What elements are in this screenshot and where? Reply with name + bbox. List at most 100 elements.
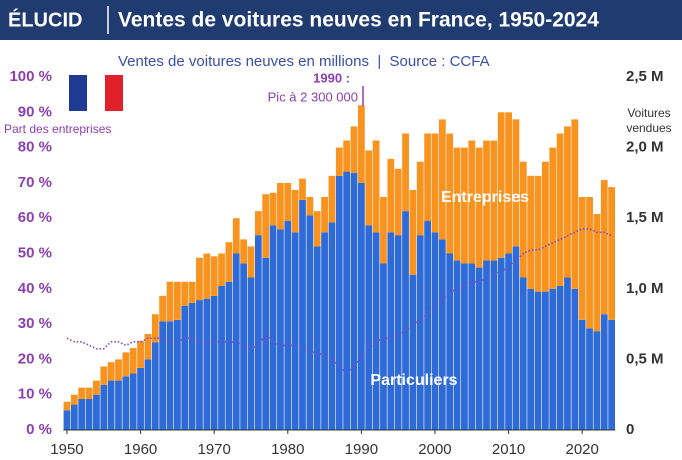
bar xyxy=(254,211,262,236)
bar xyxy=(247,277,255,430)
bar xyxy=(122,376,130,430)
bar xyxy=(461,147,468,264)
bar xyxy=(438,239,446,430)
bar xyxy=(115,359,122,381)
bar xyxy=(357,182,365,430)
bar xyxy=(173,319,181,430)
bar xyxy=(335,175,343,430)
bar xyxy=(218,253,225,286)
y-tick-label: 30 % xyxy=(18,315,52,332)
bar xyxy=(497,112,505,258)
bar xyxy=(203,253,211,299)
bar xyxy=(100,384,108,430)
bar xyxy=(600,314,608,430)
bar xyxy=(343,171,351,430)
bar xyxy=(299,178,306,200)
bar xyxy=(527,288,535,430)
bar xyxy=(225,281,233,430)
bar xyxy=(203,298,211,430)
annotation: Pic à 2 300 000 xyxy=(268,89,358,104)
bar xyxy=(284,221,292,430)
bar xyxy=(431,232,439,430)
bar xyxy=(608,187,616,320)
bar xyxy=(181,305,189,430)
bar xyxy=(218,285,225,430)
bar xyxy=(137,341,144,368)
logo: ÉLUCID xyxy=(8,8,82,31)
bar xyxy=(534,175,542,292)
bar xyxy=(63,401,71,411)
bar xyxy=(181,281,189,306)
bar xyxy=(247,246,255,278)
bar xyxy=(446,133,454,254)
bar xyxy=(490,140,498,261)
x-tick-label: 1990 xyxy=(345,441,378,458)
bar xyxy=(262,257,270,430)
bar xyxy=(461,263,468,430)
bar xyxy=(196,257,203,301)
bar xyxy=(571,119,579,289)
y2-tick-label: 2,0 M xyxy=(626,139,664,156)
flag xyxy=(69,75,123,111)
x-tick-label: 1980 xyxy=(271,441,304,458)
bar xyxy=(129,373,137,430)
bar xyxy=(210,256,218,296)
bar xyxy=(571,288,579,430)
bar xyxy=(291,189,299,233)
y-tick-label: 100 % xyxy=(9,68,52,85)
bar xyxy=(424,221,432,430)
y2-tick-label: 1,0 M xyxy=(626,280,664,297)
bar xyxy=(313,246,321,430)
bar xyxy=(321,197,328,233)
bar xyxy=(151,342,159,430)
bar xyxy=(85,387,93,399)
bar xyxy=(409,274,417,430)
bar xyxy=(137,367,144,430)
bar xyxy=(78,398,86,430)
bar xyxy=(402,211,409,430)
x-tick-label: 1960 xyxy=(124,441,157,458)
bar xyxy=(394,235,402,430)
bar xyxy=(299,199,306,430)
bar xyxy=(600,180,608,315)
bar xyxy=(468,140,476,264)
bar xyxy=(402,133,409,212)
bar xyxy=(277,182,284,230)
bar xyxy=(100,366,108,385)
bar xyxy=(350,126,358,174)
x-tick-label: 1950 xyxy=(50,441,83,458)
x-tick-label: 1970 xyxy=(197,441,230,458)
y-tick-label: 60 % xyxy=(18,209,52,226)
bar xyxy=(409,189,417,275)
bar xyxy=(586,197,593,329)
bar xyxy=(166,281,174,322)
chart-title: Ventes de voitures neuves en France, 195… xyxy=(118,9,599,32)
bar xyxy=(505,253,512,430)
bar xyxy=(541,161,549,292)
bar xyxy=(262,194,270,258)
bar xyxy=(446,253,454,430)
y-tick-label: 20 % xyxy=(18,350,52,367)
bar xyxy=(188,302,196,430)
bar xyxy=(468,263,476,430)
bar xyxy=(564,126,571,278)
bar xyxy=(313,211,321,247)
bar xyxy=(453,260,461,430)
bar xyxy=(527,175,535,289)
bar xyxy=(593,331,601,430)
header-band xyxy=(0,0,682,40)
bar xyxy=(475,267,483,430)
bar xyxy=(321,232,328,430)
bar xyxy=(159,321,167,430)
series-label: Entreprises xyxy=(441,189,529,206)
bar xyxy=(519,161,527,278)
bar xyxy=(586,328,593,430)
bar xyxy=(564,277,571,430)
bar xyxy=(556,133,564,286)
bar xyxy=(365,225,373,430)
bar xyxy=(424,133,432,222)
y-tick-label: 70 % xyxy=(18,174,52,191)
bar xyxy=(232,218,240,254)
bar xyxy=(107,380,115,430)
